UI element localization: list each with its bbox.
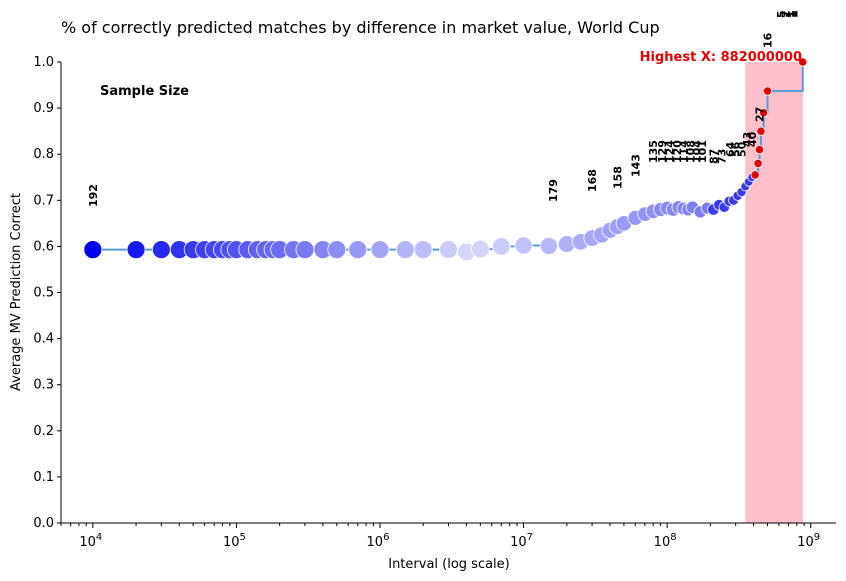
- y-axis-label: Average MV Prediction Correct: [9, 193, 24, 391]
- data-point: [395, 240, 415, 260]
- x-tick-label: 108: [654, 532, 677, 550]
- data-point: [439, 240, 458, 260]
- axes-layer: 0.0 0.1 0.2 0.3 0.4 0.5 0.6 0.7 0.8 0.9 1.0 104 105 1…: [33, 55, 836, 550]
- data-point: [798, 57, 808, 67]
- data-point: [83, 240, 103, 260]
- data-point: [295, 240, 315, 260]
- sample-size-annotation: 101: [696, 140, 709, 163]
- data-point: [370, 240, 390, 260]
- sample-size-annotation: 124: [664, 140, 677, 163]
- sample-size-annotation: 43: [741, 132, 754, 147]
- sample-size-annotation: 27: [754, 107, 767, 122]
- sample-size-annotation: 114: [678, 140, 691, 163]
- sample-size-annotation: 40: [746, 131, 759, 147]
- y-tick-label: 0.9: [33, 101, 54, 116]
- data-point: [126, 240, 146, 260]
- data-point: [492, 237, 511, 256]
- sample-size-annotation: 179: [547, 179, 560, 202]
- sample-size-annotation: 168: [586, 169, 599, 192]
- data-point: [151, 240, 171, 260]
- sample-size-annotation: 1: [786, 10, 799, 18]
- x-tick-label: 107: [510, 532, 533, 550]
- sample-size-annotation: 104: [690, 140, 703, 163]
- sample-size-annotation: 143: [629, 154, 642, 177]
- data-point: [471, 239, 490, 259]
- y-tick-label: 0.1: [33, 470, 54, 485]
- sample-size-annotation: 2: [779, 10, 792, 18]
- y-tick-label: 0.2: [33, 424, 54, 439]
- sample-size-annotation: 5: [775, 10, 788, 18]
- sample-size-annotation: 120: [671, 140, 684, 163]
- data-point: [327, 240, 347, 260]
- data-point: [754, 144, 765, 155]
- x-tick-label: 109: [797, 532, 820, 550]
- points-layer: [83, 57, 808, 262]
- data-point: [759, 108, 769, 118]
- y-tick-label: 0.6: [33, 239, 54, 254]
- data-point: [348, 240, 368, 260]
- x-tick-label: 104: [79, 532, 102, 550]
- highlight-region: [745, 62, 803, 523]
- sample-size-annotation: 129: [656, 140, 669, 163]
- sample-size-annotation: 56: [730, 141, 743, 157]
- data-point: [514, 236, 533, 255]
- y-tick-label: 0.3: [33, 378, 54, 393]
- sample-size-annotation: 50: [736, 141, 749, 157]
- data-point: [756, 126, 766, 136]
- sample-size-annotation: 73: [716, 149, 729, 164]
- y-tick-label: 0.5: [33, 286, 54, 301]
- y-tick-label: 0.7: [33, 193, 54, 208]
- sample-size-annotation: 1: [788, 10, 801, 18]
- data-point: [539, 236, 558, 255]
- y-tick-label: 0.8: [33, 147, 54, 162]
- x-tick-label: 106: [367, 532, 390, 550]
- data-point: [413, 240, 433, 260]
- x-tick-label: 105: [223, 532, 246, 550]
- sample-size-annotation: 64: [724, 141, 737, 157]
- data-point: [753, 158, 763, 169]
- sample-size-annotation: 87: [707, 149, 720, 164]
- data-point: [762, 86, 773, 96]
- sample-size-annotation: 108: [684, 140, 697, 163]
- data-point: [750, 170, 760, 180]
- y-tick-label: 0.4: [33, 332, 54, 347]
- highlight-layer: [745, 62, 803, 523]
- sample-size-label: Sample Size: [100, 84, 189, 99]
- highest-x-label: Highest X: 882000000: [640, 50, 802, 65]
- sample-size-annotation: 192: [87, 184, 100, 207]
- sample-size-annotation: 1: [783, 10, 796, 18]
- chart-title: % of correctly predicted matches by diff…: [61, 18, 660, 37]
- x-axis-label: Interval (log scale): [388, 557, 510, 572]
- y-tick-label: 1.0: [33, 55, 54, 70]
- sample-size-annotation: 16: [761, 32, 774, 48]
- sample-size-annotation: 1: [785, 10, 798, 18]
- annotation-layer: 192 179 168 1581431351291241201141081041018…: [87, 10, 801, 207]
- y-tick-label: 0.0: [33, 516, 54, 531]
- sample-size-annotation: 135: [647, 140, 660, 163]
- sample-size-annotation: 158: [611, 166, 624, 189]
